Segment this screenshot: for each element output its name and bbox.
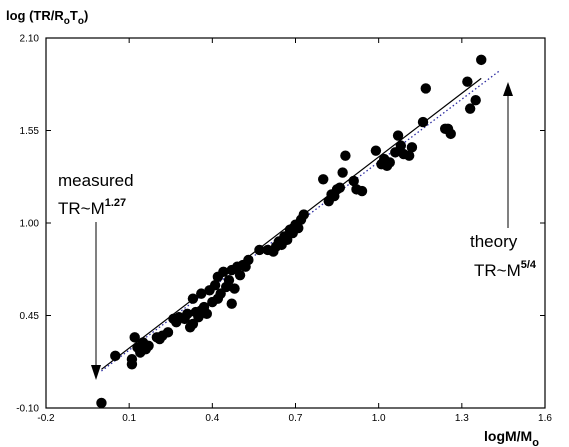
theory-arrow-head — [503, 82, 513, 96]
data-point — [234, 269, 246, 281]
data-point — [462, 76, 473, 87]
data-point — [229, 283, 240, 294]
y-tick-label: -0.10 — [16, 404, 39, 415]
data-point — [187, 293, 199, 304]
data-point — [243, 254, 254, 266]
data-point — [403, 150, 415, 161]
data-point — [356, 185, 368, 197]
data-point — [406, 142, 418, 153]
y-tick-label: 1.00 — [20, 219, 40, 230]
x-tick-label: -0.2 — [37, 413, 55, 424]
x-tick-label: 1.6 — [538, 413, 552, 424]
data-point — [318, 174, 329, 185]
data-point — [348, 175, 359, 187]
measured-annotation-label: measured — [58, 171, 134, 190]
data-point — [223, 274, 235, 286]
data-point — [298, 209, 310, 220]
y-tick-label: 0.45 — [20, 311, 40, 322]
data-point — [254, 244, 265, 256]
data-point — [340, 150, 351, 161]
data-point — [470, 95, 481, 106]
data-point — [395, 140, 407, 151]
measured-annotation-formula: TR~M1.27 — [58, 197, 126, 218]
data-point — [417, 116, 429, 128]
data-point — [293, 222, 304, 234]
data-point — [96, 397, 107, 409]
data-point — [218, 266, 229, 277]
data-point — [129, 332, 140, 343]
x-tick-label: 1.3 — [455, 413, 469, 424]
data-point — [196, 288, 207, 299]
data-point — [126, 354, 138, 365]
data-point — [201, 308, 212, 320]
x-axis-ticks: -0.2 0.1 0.4 0.7 1.0 1.3 1.6 — [37, 38, 552, 424]
y-tick-label: 2.10 — [20, 34, 40, 45]
data-point — [420, 83, 431, 94]
data-point — [162, 327, 174, 338]
x-tick-label: 0.4 — [205, 413, 219, 424]
data-points — [96, 54, 487, 409]
measured-arrow-head — [91, 365, 101, 380]
data-point — [392, 130, 404, 141]
data-point — [182, 308, 193, 320]
x-tick-label: 0.1 — [122, 413, 136, 424]
data-point — [337, 167, 348, 178]
data-point — [445, 128, 456, 140]
x-tick-label: 1.0 — [372, 413, 386, 424]
data-point — [476, 54, 487, 66]
data-point — [110, 350, 121, 362]
y-axis-ticks: -0.10 0.45 1.00 1.55 2.10 — [16, 34, 545, 415]
data-point — [370, 145, 382, 156]
data-point — [334, 182, 346, 193]
data-point — [464, 103, 476, 114]
data-point — [226, 298, 237, 309]
x-axis-label: logM/Mo — [484, 428, 539, 447]
x-tick-label: 0.7 — [289, 413, 303, 424]
data-point — [384, 157, 395, 168]
theory-annotation-formula: TR~M5/4 — [474, 259, 537, 280]
data-point — [209, 280, 221, 291]
y-axis-label: log (TR/RoTo) — [6, 8, 88, 27]
y-tick-label: 1.55 — [20, 126, 40, 137]
data-point — [143, 340, 154, 351]
theory-line — [101, 69, 502, 372]
theory-annotation-label: theory — [470, 232, 518, 251]
